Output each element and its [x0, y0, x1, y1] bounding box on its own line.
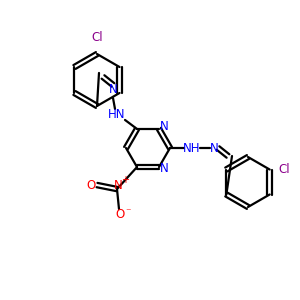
Text: HN: HN: [108, 108, 126, 122]
Text: +: +: [121, 175, 129, 185]
Text: NH: NH: [183, 142, 201, 154]
Text: O: O: [86, 178, 96, 192]
Text: O: O: [116, 208, 124, 220]
Text: N: N: [160, 120, 168, 134]
Text: Cl: Cl: [91, 31, 103, 44]
Text: N: N: [160, 162, 168, 175]
Text: ⁻: ⁻: [125, 207, 131, 217]
Text: Cl: Cl: [279, 163, 290, 176]
Text: N: N: [109, 83, 117, 96]
Text: N: N: [210, 142, 218, 154]
Text: N: N: [114, 178, 122, 192]
